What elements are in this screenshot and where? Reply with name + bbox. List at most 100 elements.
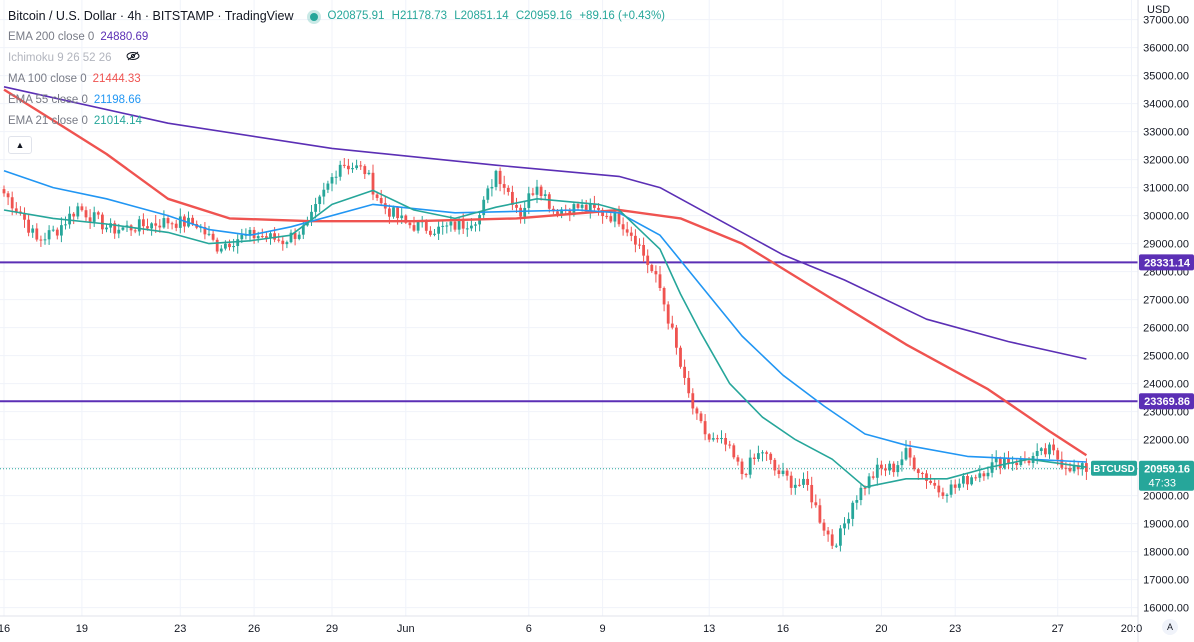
candle bbox=[621, 217, 625, 236]
candle-body bbox=[224, 243, 227, 249]
candle-body bbox=[642, 244, 645, 256]
candle-body bbox=[219, 248, 223, 252]
candle-body bbox=[162, 218, 166, 228]
candle bbox=[970, 475, 973, 486]
candle-body bbox=[859, 487, 863, 501]
candle-body bbox=[982, 473, 986, 477]
market-status-icon bbox=[309, 12, 318, 21]
indicator-ma100[interactable]: MA 100 close 0 21444.33 bbox=[8, 69, 669, 90]
candle-body bbox=[724, 437, 727, 445]
candle bbox=[986, 466, 990, 480]
candle bbox=[916, 467, 920, 480]
candle bbox=[506, 185, 510, 196]
candle-body bbox=[691, 393, 695, 409]
candle-body bbox=[822, 522, 826, 531]
low-value: L20851.14 bbox=[454, 10, 509, 22]
indicator-ema200[interactable]: EMA 200 close 0 24880.69 bbox=[8, 27, 669, 48]
candle bbox=[511, 185, 514, 211]
candle-body bbox=[465, 228, 469, 230]
candle bbox=[531, 187, 535, 197]
candle bbox=[761, 450, 764, 462]
candle-body bbox=[203, 227, 207, 235]
candle bbox=[494, 169, 498, 191]
symbol-title[interactable]: Bitcoin / U.S. Dollar · 4h · BITSTAMP · … bbox=[8, 9, 294, 23]
candle bbox=[355, 159, 358, 170]
candle-body bbox=[892, 463, 896, 473]
price-tick-label: 16000.00 bbox=[1143, 603, 1189, 615]
candle-body bbox=[379, 197, 383, 204]
candle-body bbox=[978, 473, 982, 478]
candle bbox=[519, 204, 522, 224]
candle bbox=[888, 460, 891, 475]
time-axis[interactable]: 16 19 23 26 29 Jun 6 9 13 16 20 23 27 20:0 bbox=[0, 615, 1142, 635]
candle-body bbox=[113, 223, 117, 234]
candle-body bbox=[851, 502, 855, 519]
candle-body bbox=[818, 505, 822, 523]
candle-body bbox=[716, 438, 719, 440]
grid-lines bbox=[0, 0, 1138, 616]
candle bbox=[806, 471, 809, 491]
horizontal-levels[interactable] bbox=[0, 261, 1138, 470]
candle-body bbox=[1007, 458, 1010, 463]
candle bbox=[945, 493, 949, 503]
candle-body bbox=[646, 255, 650, 265]
candle-body bbox=[785, 470, 789, 476]
candle-body bbox=[929, 480, 932, 483]
auto-scale-button[interactable]: A bbox=[1162, 619, 1178, 635]
candle-body bbox=[347, 165, 350, 170]
candle bbox=[498, 167, 502, 192]
candle-body bbox=[896, 465, 900, 473]
candle bbox=[982, 470, 986, 481]
candle-body bbox=[92, 212, 96, 222]
candle bbox=[789, 471, 793, 495]
candle-body bbox=[457, 220, 461, 230]
price-tick-label: 31000.00 bbox=[1143, 183, 1189, 195]
indicator-ema55[interactable]: EMA 55 close 0 21198.66 bbox=[8, 90, 669, 111]
candle bbox=[867, 473, 871, 495]
candle bbox=[183, 214, 186, 233]
candle bbox=[178, 208, 182, 234]
candle bbox=[429, 226, 432, 237]
candle bbox=[974, 474, 978, 481]
hidden-eye-icon[interactable] bbox=[126, 48, 140, 69]
candle-body bbox=[986, 472, 990, 477]
candle bbox=[732, 443, 736, 460]
candle bbox=[781, 462, 785, 477]
candle-body bbox=[515, 204, 518, 208]
candle-body bbox=[236, 239, 240, 247]
candle bbox=[92, 206, 96, 227]
close-value: C20959.16 bbox=[515, 10, 573, 22]
candle-body bbox=[732, 445, 736, 458]
indicator-ichimoku[interactable]: Ichimoku 9 26 52 26 bbox=[8, 48, 669, 69]
currency-label[interactable]: USD bbox=[1147, 4, 1171, 16]
last-price-text: 20959.16 bbox=[1144, 464, 1190, 476]
candle-body bbox=[502, 184, 506, 188]
candle-body bbox=[281, 240, 285, 245]
price-axis[interactable]: 37000.00 36000.00 35000.00 34000.00 33000.00… bbox=[1137, 0, 1189, 642]
candle bbox=[285, 240, 289, 249]
candle bbox=[1039, 447, 1043, 456]
time-tick-label: 6 bbox=[526, 623, 532, 635]
candle-body bbox=[781, 470, 785, 474]
candle-body bbox=[949, 484, 953, 495]
candle bbox=[174, 219, 178, 232]
collapse-legend-button[interactable]: ▲ bbox=[8, 136, 32, 154]
level-price-badge bbox=[1139, 393, 1194, 410]
candle-body bbox=[1015, 462, 1019, 466]
candle-body bbox=[84, 210, 88, 218]
time-tick-label: 20 bbox=[875, 623, 887, 635]
candle bbox=[703, 414, 707, 441]
candle bbox=[711, 432, 715, 442]
candle bbox=[72, 212, 76, 225]
indicator-ema21[interactable]: EMA 21 close 0 21014.14 bbox=[8, 111, 669, 132]
candle-body bbox=[966, 475, 969, 485]
candle bbox=[662, 286, 666, 312]
candle bbox=[215, 237, 219, 254]
time-tick-label: 13 bbox=[703, 623, 715, 635]
candle bbox=[560, 207, 563, 219]
time-tick-label: 20:0 bbox=[1121, 623, 1142, 635]
candle-body bbox=[925, 473, 928, 481]
candle bbox=[482, 196, 486, 220]
candle bbox=[1044, 443, 1047, 458]
